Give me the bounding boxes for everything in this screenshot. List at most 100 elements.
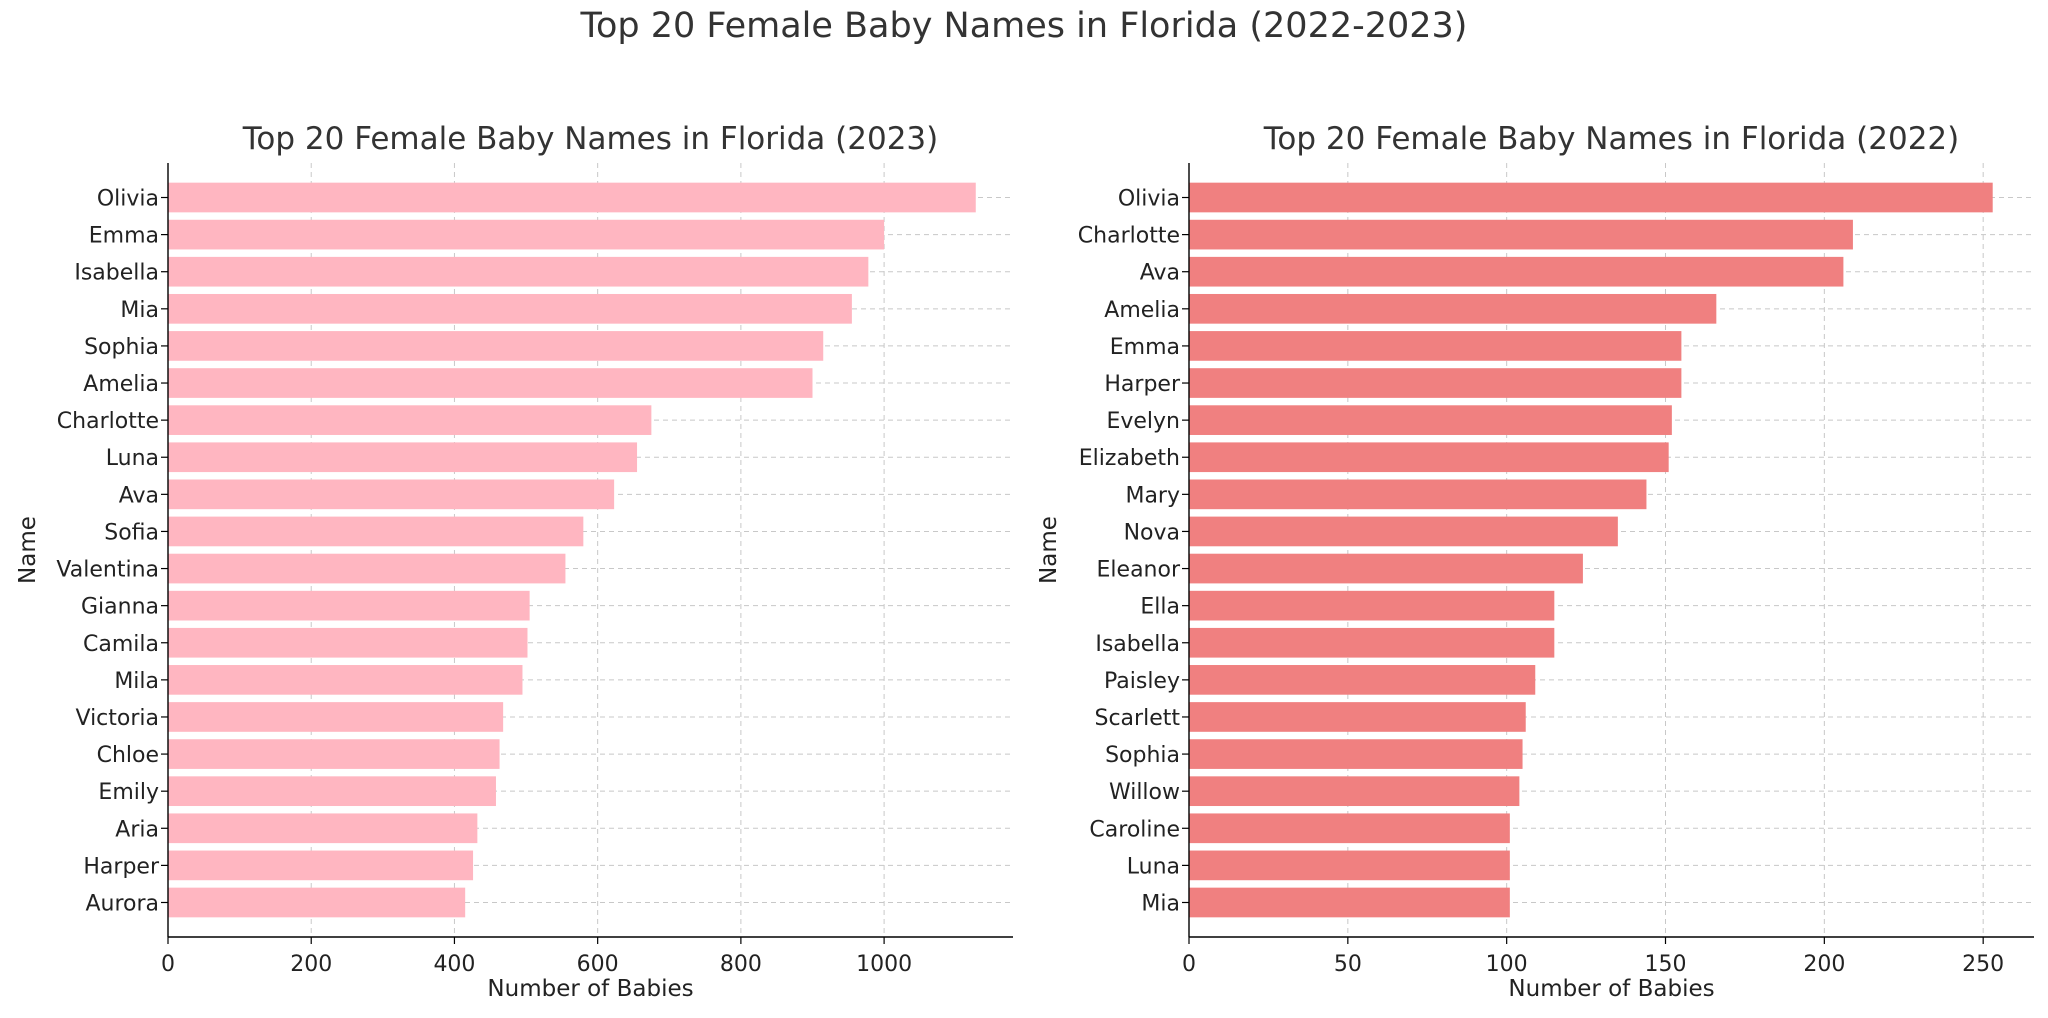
chart-2023-ytick-label-8: Ava <box>119 483 159 508</box>
chart-2023-ytick-label-1: Emma <box>89 224 159 249</box>
chart-2023-bar-aurora <box>168 887 466 918</box>
chart-2023-bar-luna <box>168 442 638 473</box>
chart-2023-ytick-label-3: Mia <box>120 298 159 323</box>
chart-2022-ytick-label-1: Charlotte <box>1078 224 1180 249</box>
chart-2022-bar-paisley <box>1189 665 1536 695</box>
chart-2023-ytick-label-17: Aria <box>115 817 159 842</box>
chart-2022-ytick-label-9: Nova <box>1124 520 1180 545</box>
chart-2023-bar-victoria <box>168 702 504 732</box>
chart-2022-ytick-label-10: Eleanor <box>1097 558 1181 583</box>
chart-2022-xtick-label-0: 0 <box>1182 952 1196 977</box>
chart-2022-xtick-label-5: 250 <box>1962 952 2004 977</box>
chart-2023-xtick-label-3: 600 <box>577 952 619 977</box>
chart-2022-ytick-label-16: Willow <box>1109 780 1180 805</box>
chart-2023-bar-charlotte <box>168 405 652 435</box>
chart-2022-ytick-label-0: Olivia <box>1118 187 1180 212</box>
chart-2023-ytick-label-14: Victoria <box>76 706 160 731</box>
chart-2022-ytick-label-17: Caroline <box>1089 817 1180 842</box>
chart-2023-ytick-label-10: Valentina <box>56 558 159 583</box>
chart-2023-ytick-label-2: Isabella <box>74 261 159 286</box>
chart-2023-ytick-label-18: Harper <box>83 854 160 879</box>
chart-2023-xtick-label-2: 400 <box>433 952 475 977</box>
chart-2022-ytick-label-4: Emma <box>1110 335 1180 360</box>
chart-2022-ytick-label-14: Scarlett <box>1095 706 1181 731</box>
chart-2023-bar-ava <box>168 479 615 510</box>
chart-2023-xtick-label-0: 0 <box>161 952 175 977</box>
chart-2022-ytick-label-7: Elizabeth <box>1079 446 1180 471</box>
chart-2022-bar-ava <box>1189 256 1844 287</box>
chart-2022-bar-isabella <box>1189 627 1555 658</box>
chart-2023-xtick-label-1: 200 <box>290 952 332 977</box>
chart-2023-bar-harper <box>168 850 474 881</box>
chart-2022-bar-sophia <box>1189 739 1523 769</box>
chart-2022-xlabel: Number of Babies <box>1508 976 1714 1002</box>
chart-2022-bar-mia <box>1189 887 1510 918</box>
chart-2022-ytick-label-19: Mia <box>1141 891 1180 916</box>
chart-2023-bar-mila <box>168 665 523 695</box>
chart-2023-ytick-label-5: Amelia <box>83 372 159 397</box>
chart-2022-bar-willow <box>1189 776 1520 807</box>
chart-2023-ytick-label-7: Luna <box>106 446 159 471</box>
chart-2023-bar-mia <box>168 293 852 324</box>
chart-2022-bar-evelyn <box>1189 405 1672 435</box>
chart-2023-bar-emily <box>168 776 496 807</box>
chart-2022-xtick-label-2: 100 <box>1486 952 1528 977</box>
chart-2023-ytick-label-0: Olivia <box>97 187 159 212</box>
chart-2023-bar-chloe <box>168 739 500 769</box>
chart-2022-xtick-label-3: 150 <box>1645 952 1687 977</box>
chart-2022-bar-mary <box>1189 479 1647 510</box>
chart-2022-ytick-label-3: Amelia <box>1104 298 1180 323</box>
chart-2023-bar-emma <box>168 219 885 250</box>
chart-2023-ytick-label-11: Gianna <box>81 595 159 620</box>
chart-2022-bar-harper <box>1189 368 1682 398</box>
chart-2023-ytick-label-16: Emily <box>98 780 159 805</box>
chart-2022-bar-elizabeth <box>1189 442 1669 473</box>
chart-2022-bar-nova <box>1189 516 1618 547</box>
chart-2023-ytick-label-12: Camila <box>83 632 159 657</box>
chart-2023-xlabel: Number of Babies <box>487 976 693 1002</box>
chart-2023-xtick-label-5: 1000 <box>856 952 912 977</box>
chart-2023-ytick-label-13: Mila <box>114 669 159 694</box>
chart-2023-bar-sofia <box>168 516 584 547</box>
chart-2022-ytick-label-13: Paisley <box>1104 669 1180 694</box>
chart-2022-ytick-label-15: Sophia <box>1105 743 1180 768</box>
chart-2022-bar-olivia <box>1189 182 1993 213</box>
chart-2022-ylabel: Name <box>1036 516 1062 584</box>
chart-2022-ytick-label-2: Ava <box>1140 261 1180 286</box>
chart-2023-ytick-label-9: Sofia <box>104 520 159 545</box>
chart-2022-bar-scarlett <box>1189 702 1526 732</box>
chart-2022-bar-emma <box>1189 331 1682 361</box>
chart-2023-ytick-label-19: Aurora <box>85 891 159 916</box>
chart-2022-ytick-label-5: Harper <box>1104 372 1181 397</box>
chart-2022-xtick-label-1: 50 <box>1334 952 1362 977</box>
chart-2023-bar-aria <box>168 813 478 844</box>
chart-2022-bar-charlotte <box>1189 219 1853 250</box>
chart-2023-ytick-label-15: Chloe <box>97 743 159 768</box>
chart-2022-bar-caroline <box>1189 813 1510 844</box>
chart-2023-bar-sophia <box>168 331 824 361</box>
chart-2023-bar-camila <box>168 627 528 658</box>
chart-2023-bar-valentina <box>168 553 566 584</box>
chart-2022-bar-amelia <box>1189 293 1717 324</box>
chart-2023-title: Top 20 Female Baby Names in Florida (202… <box>242 121 939 157</box>
chart-2022-xtick-label-4: 200 <box>1803 952 1845 977</box>
chart-2022-ytick-label-18: Luna <box>1127 854 1180 879</box>
chart-2023-bar-amelia <box>168 368 813 398</box>
chart-2022-title: Top 20 Female Baby Names in Florida (202… <box>1263 121 1960 157</box>
chart-2022-ytick-label-11: Ella <box>1140 595 1180 620</box>
chart-2023-bar-isabella <box>168 256 869 287</box>
chart-2023-ylabel: Name <box>15 516 41 584</box>
chart-2023-bar-gianna <box>168 590 530 621</box>
chart-2022-ytick-label-12: Isabella <box>1095 632 1180 657</box>
chart-2023-bar-olivia <box>168 182 976 213</box>
chart-2023-ytick-label-6: Charlotte <box>57 409 159 434</box>
figure-title: Top 20 Female Baby Names in Florida (202… <box>580 6 1468 46</box>
chart-2022-bar-ella <box>1189 590 1555 621</box>
chart-2022-ytick-label-8: Mary <box>1125 483 1180 508</box>
chart-2022-bar-eleanor <box>1189 553 1583 584</box>
chart-2023-xtick-label-4: 800 <box>720 952 762 977</box>
chart-2022-bar-luna <box>1189 850 1510 881</box>
chart-2022-ytick-label-6: Evelyn <box>1106 409 1180 434</box>
chart-2023-ytick-label-4: Sophia <box>84 335 159 360</box>
